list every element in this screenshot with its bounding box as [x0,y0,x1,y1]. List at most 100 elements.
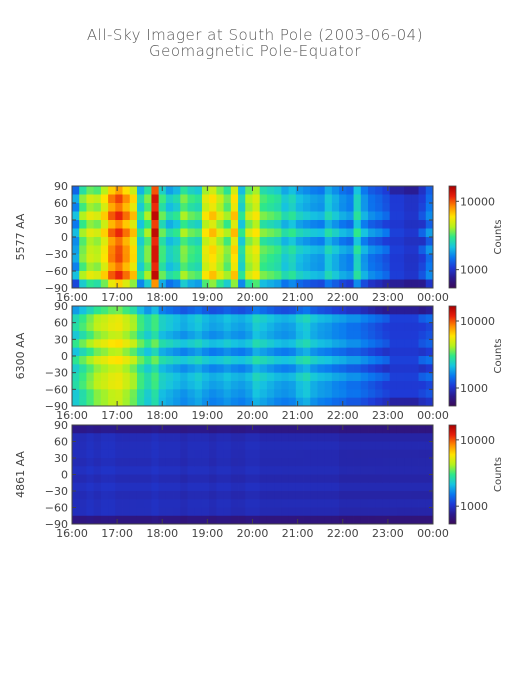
heatmap-cell [93,482,102,492]
heatmap-cell [411,237,419,246]
heatmap-cell [425,322,434,332]
heatmap-cell [158,271,167,280]
heatmap-cell [72,372,80,382]
heatmap-cell [360,491,369,500]
heatmap-cell [79,372,87,382]
heatmap-cell [238,254,246,263]
heatmap-cell [165,271,174,280]
heatmap-cell [259,211,268,221]
heatmap-cell [331,314,340,324]
heatmap-cell [108,347,116,357]
heatmap-cell [201,186,210,195]
heatmap-cell [259,194,268,204]
heatmap-cell [122,211,131,221]
heatmap-cell [122,425,131,434]
heatmap-cell [418,331,427,340]
heatmap-cell [209,482,217,492]
heatmap-cell [100,331,109,340]
heatmap-cell [144,271,152,280]
heatmap-cell [230,515,239,525]
heatmap-cell [295,433,304,442]
heatmap-cell [144,364,152,374]
heatmap-cell [353,372,362,382]
heatmap-cell [339,364,347,374]
heatmap-cell [209,381,217,390]
heatmap-cell [122,441,131,451]
heatmap-cell [122,228,131,238]
heatmap-cell [201,515,210,525]
heatmap-cell [324,364,333,374]
heatmap-cell [230,245,239,255]
heatmap-cell [259,458,268,467]
heatmap-cell [129,322,138,332]
heatmap-cell [266,458,275,467]
heatmap-cell [129,491,138,500]
heatmap-cell [288,372,297,382]
heatmap-cell [100,381,109,390]
heatmap-cell [274,322,282,332]
heatmap-cell [100,499,109,508]
heatmap-cell [382,314,391,324]
heatmap-cell [425,507,434,517]
heatmap-cell [209,228,217,238]
heatmap-cell [245,237,253,246]
heatmap-cell [252,389,261,399]
heatmap-cell [209,339,217,349]
heatmap-cell [295,482,304,492]
heatmap-cell [418,306,427,315]
heatmap-cell [93,306,102,315]
heatmap-cell [310,211,318,221]
heatmap-cell [194,441,203,451]
heatmap-cell [368,425,376,434]
heatmap-cell [295,220,304,229]
heatmap-cell [252,220,261,229]
heatmap-cell [86,314,95,324]
heatmap-cell [382,356,391,365]
heatmap-cell [331,306,340,315]
heatmap-cell [216,254,225,263]
heatmap-cell [331,245,340,255]
heatmap-cell [310,491,318,500]
heatmap-cell [360,482,369,492]
heatmap-cell [252,515,261,525]
heatmap-cell [223,389,232,399]
heatmap-cell [173,466,181,475]
heatmap-cell [216,389,225,399]
heatmap-cell [151,356,160,365]
heatmap-cell [274,466,282,475]
heatmap-cell [368,356,376,365]
heatmap-cell [245,425,253,434]
heatmap-cell [100,425,109,434]
heatmap-cell [187,364,196,374]
heatmap-cell [266,220,275,229]
heatmap-cell [288,186,297,195]
heatmap-cell [180,507,188,517]
heatmap-cell [238,271,246,280]
heatmap-cell [238,245,246,255]
heatmap-cell [144,466,152,475]
heatmap-cell [173,347,181,357]
heatmap-cell [346,499,354,508]
heatmap-cell [252,449,261,459]
heatmap-cell [382,474,391,484]
heatmap-cell [252,237,261,246]
heatmap-cell [129,515,138,525]
heatmap-cell [382,347,391,357]
heatmap-cell [238,441,246,451]
heatmap-cell [382,331,391,340]
heatmap-cell [216,237,225,246]
heatmap-cell [144,449,152,459]
heatmap-cell [281,515,289,525]
heatmap-cell [223,491,232,500]
heatmap-cell [216,397,225,407]
heatmap-cell [375,211,383,221]
heatmap-cell [310,482,318,492]
heatmap-cell [108,306,116,315]
heatmap-cell [86,279,95,289]
heatmap-cell [115,364,123,374]
heatmap-cell [252,397,261,407]
heatmap-cell [353,515,362,525]
heatmap-cell [252,482,261,492]
heatmap-cell [368,347,376,357]
heatmap-cell [259,491,268,500]
